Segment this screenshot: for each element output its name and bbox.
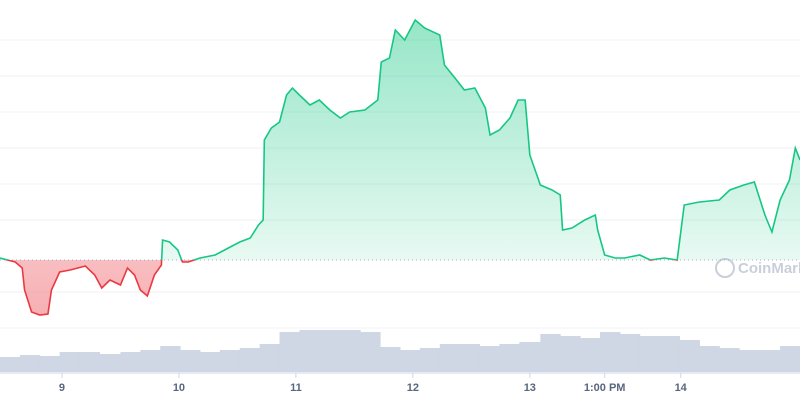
volume-bar [19, 355, 41, 372]
volume-bar [659, 336, 681, 372]
volume-bar [600, 332, 621, 372]
volume-bar [540, 334, 561, 372]
x-tick-label: 11 [290, 382, 302, 394]
volume-bar [299, 330, 320, 372]
plot [0, 18, 800, 316]
volume-bar [479, 346, 500, 372]
volume-bar [739, 350, 761, 372]
watermark: CoinMarketCap [715, 258, 800, 278]
volume-bar [560, 336, 581, 372]
area-up [0, 20, 800, 260]
volume-bar [400, 350, 421, 372]
volume-bar [519, 342, 541, 372]
volume-bar [239, 348, 261, 372]
volume-bar [140, 350, 161, 372]
x-tick-label: 12 [407, 382, 419, 394]
volume-bar [259, 344, 281, 372]
watermark-text: CoinMarketCap [738, 260, 800, 277]
volume-bar [619, 334, 641, 372]
volume-bar [499, 344, 520, 372]
volume-bar [0, 357, 21, 372]
x-tick-label: 13 [524, 382, 536, 394]
volume-bar [340, 330, 361, 372]
volume-bar [439, 344, 461, 372]
volume [0, 330, 800, 372]
x-tick-label: 9 [59, 382, 65, 394]
volume-bar [79, 352, 100, 372]
x-tick-label: 1:00 PM [584, 382, 626, 394]
volume-bar [719, 348, 740, 372]
volume-bar [39, 356, 61, 372]
volume-bar [780, 346, 800, 372]
volume-bar [459, 344, 481, 372]
price-line-down [4, 260, 678, 316]
volume-bar [219, 350, 241, 372]
x-tick-label: 10 [173, 382, 185, 394]
volume-bar [279, 332, 300, 372]
volume-bar [59, 352, 81, 372]
x-tick-label: 14 [675, 382, 688, 394]
volume-bar [639, 336, 661, 372]
price-line-up [0, 18, 800, 260]
volume-bar [120, 352, 141, 372]
volume-bar [679, 340, 700, 372]
volume-bar [200, 352, 221, 372]
volume-bar [180, 350, 201, 372]
volume-bar [760, 350, 781, 372]
volume-bar [99, 354, 121, 372]
volume-bar [419, 348, 441, 372]
area-down [0, 260, 800, 315]
volume-bar [380, 347, 401, 372]
volume-bar [319, 330, 341, 372]
volume-bar [360, 332, 381, 372]
volume-bar [699, 346, 720, 372]
volume-bar [580, 338, 601, 372]
x-axis: 9 10 11 12 13 1:00 PM 14 [0, 372, 800, 394]
volume-bar [160, 346, 181, 372]
